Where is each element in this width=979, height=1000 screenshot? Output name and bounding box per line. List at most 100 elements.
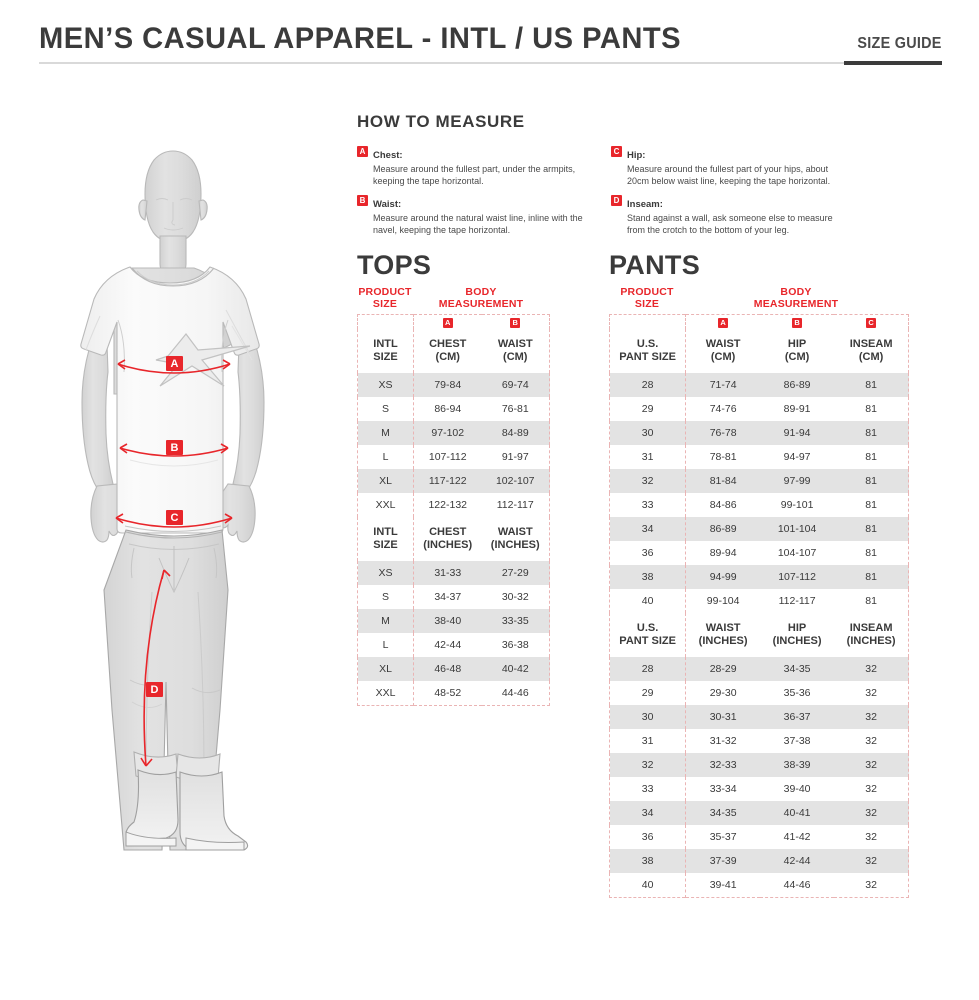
table-row: XL 46-48 40-42: [357, 657, 550, 681]
cell-hip: 35-36: [783, 687, 811, 699]
cell-chest: 46-48: [413, 657, 482, 681]
tops-cm-header-size-line2: SIZE: [373, 351, 398, 363]
badge-a-icon: A: [442, 318, 453, 328]
tops-cm-header-chest: CHEST (CM): [413, 329, 482, 373]
pants-group-product-line2: SIZE: [634, 298, 660, 310]
tops-size-table: A B INTL SIZE CHEST (CM) WAIST (CM) XS 79…: [357, 314, 550, 706]
cell-size: 40: [609, 873, 687, 898]
shoes: [125, 769, 249, 851]
table-row: 36 35-37 41-42 32: [609, 825, 909, 849]
pants-cm-badge-hip: B: [759, 314, 835, 329]
tops-cm-header-waist: WAIST (CM): [481, 329, 550, 373]
cell-waist: 94-99: [685, 565, 760, 589]
cell-size: 28: [609, 373, 687, 397]
table-row: 38 94-99 107-112 81: [609, 565, 909, 589]
table-row: 40 99-104 112-117 81: [609, 589, 909, 613]
cell-hip: 39-40: [783, 783, 811, 795]
pants-cm-header-waist-line1: WAIST: [705, 338, 741, 350]
cell-inseam: 32: [865, 687, 877, 699]
cell-waist: 32-33: [685, 753, 760, 777]
pants-cm-badge-blank: [609, 314, 687, 329]
pants-cm-badge-waist: A: [685, 314, 760, 329]
cell-size: 28: [609, 657, 687, 681]
table-row: M 38-40 33-35: [357, 609, 550, 633]
pants-inches-header-size-line1: U.S.: [636, 622, 659, 634]
cell-hip: 101-104: [759, 517, 835, 541]
cell-inseam: 81: [865, 451, 877, 463]
tops-cm-badge-waist: B: [481, 314, 550, 329]
cell-hip: 89-91: [783, 403, 811, 415]
tops-inches-header-size-line1: INTL: [373, 526, 398, 538]
cell-size: XL: [357, 657, 414, 681]
svg-text:C: C: [171, 512, 179, 524]
cell-inseam: 32: [865, 783, 877, 795]
cell-inseam: 32: [865, 831, 877, 843]
svg-text:D: D: [151, 684, 159, 696]
tops-group-body-line1: BODY: [465, 286, 497, 298]
table-row: S 34-37 30-32: [357, 585, 550, 609]
pants-garment: [103, 529, 229, 851]
cell-inseam: 81: [834, 373, 909, 397]
pants-cm-header-size-line1: U.S.: [636, 338, 659, 350]
cell-waist: 86-89: [685, 517, 760, 541]
badge-b-icon: B: [357, 195, 368, 206]
marker-d-badge: [146, 682, 163, 697]
cell-size: 38: [609, 849, 687, 873]
figure-marker-badges: A B C D: [146, 356, 183, 697]
cell-inseam: 81: [865, 403, 877, 415]
cell-size: S: [357, 585, 414, 609]
pants-inches-header-inseam: INSEAM (INCHES): [834, 613, 909, 657]
cell-waist: 74-76: [709, 403, 737, 415]
table-row: L 42-44 36-38: [357, 633, 550, 657]
cell-waist: 34-35: [685, 801, 760, 825]
tops-cm-badge-chest: A: [413, 314, 482, 329]
cell-hip: 107-112: [759, 565, 835, 589]
cell-size: XS: [357, 373, 414, 397]
cell-waist: 112-117: [496, 499, 534, 511]
cell-size: 36: [609, 541, 687, 565]
cell-waist: 31-32: [709, 735, 737, 747]
table-row: 33 33-34 39-40 32: [609, 777, 909, 801]
cell-hip: 44-46: [783, 879, 811, 891]
pants-inches-header-waist-line2: (INCHES): [698, 635, 748, 647]
tops-title: TOPS: [357, 250, 432, 280]
marker-c-badge: [166, 510, 183, 525]
cell-chest: 117-122: [413, 469, 482, 493]
cell-waist: 89-94: [709, 547, 737, 559]
cell-size: 31: [609, 729, 687, 753]
tops-cm-header-chest-line2: (CM): [435, 351, 460, 363]
table-row: 40 39-41 44-46 32: [609, 873, 909, 898]
cell-size: 33: [609, 493, 687, 517]
cell-size: L: [357, 445, 414, 469]
cell-chest: 86-94: [434, 403, 462, 415]
cell-size: L: [357, 633, 414, 657]
pants-cm-header-row: U.S. PANT SIZE WAIST (CM) HIP (CM) INSEA…: [609, 329, 909, 373]
table-row: 32 32-33 38-39 32: [609, 753, 909, 777]
tops-group-product-line2: SIZE: [372, 298, 398, 310]
table-row: S 86-94 76-81: [357, 397, 550, 421]
waist-measure-line: [119, 447, 229, 457]
table-row: 29 74-76 89-91 81: [609, 397, 909, 421]
cell-hip: 37-38: [783, 735, 811, 747]
cell-waist: 29-30: [709, 687, 737, 699]
pants-inches-header-row: U.S. PANT SIZE WAIST (INCHES) HIP (INCHE…: [609, 613, 909, 657]
measure-desc-inseam: Stand against a wall, ask someone else t…: [627, 213, 833, 235]
how-to-measure-column-left: A Chest: Measure around the fullest part…: [357, 145, 589, 243]
cell-size: 29: [609, 397, 687, 421]
badge-b-icon: B: [510, 318, 521, 328]
table-row: 34 86-89 101-104 81: [609, 517, 909, 541]
cell-inseam: 81: [865, 595, 877, 607]
pants-inches-header-hip: HIP (INCHES): [759, 613, 835, 657]
cell-waist: 27-29: [481, 561, 550, 585]
svg-text:A: A: [171, 358, 179, 370]
cell-chest: 79-84: [413, 373, 482, 397]
measure-desc-waist: Measure around the natural waist line, i…: [373, 213, 583, 235]
tops-inches-header-row: INTL SIZE CHEST (INCHES) WAIST (INCHES): [357, 517, 550, 561]
pants-cm-badge-row: A B C: [609, 314, 909, 329]
pants-cm-header-waist-line2: (CM): [710, 351, 736, 363]
measure-item-chest: A Chest: Measure around the fullest part…: [357, 145, 589, 187]
cell-inseam: 32: [834, 753, 909, 777]
cell-waist: 99-104: [706, 595, 740, 607]
badge-b-icon: B: [792, 318, 803, 328]
tops-inches-header-chest: CHEST (INCHES): [413, 517, 482, 561]
